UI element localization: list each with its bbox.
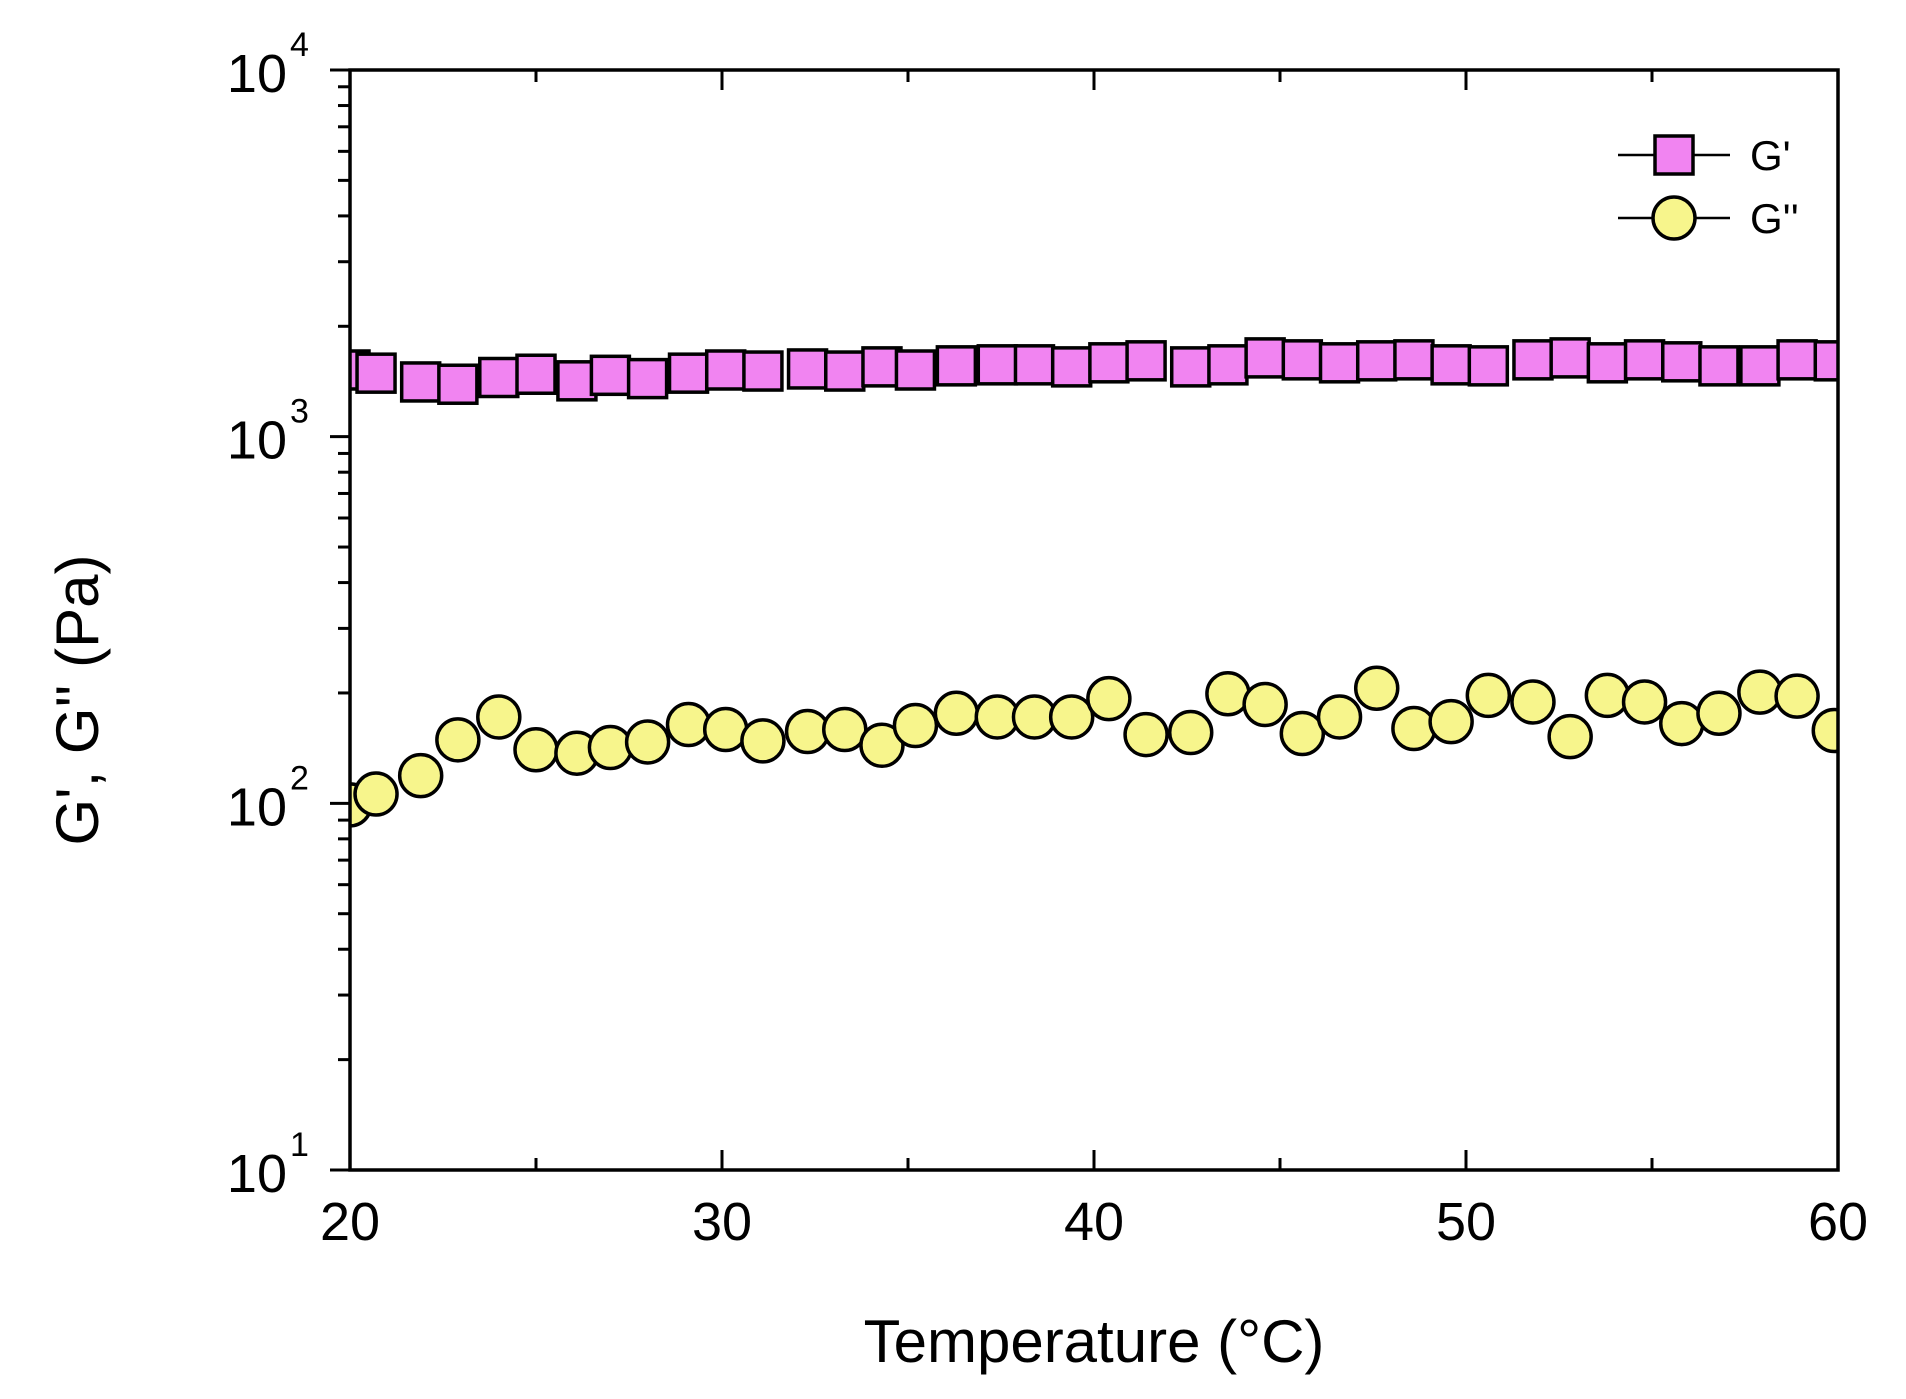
gdoubleprime-point	[1584, 672, 1631, 719]
y-tick-exponent: 2	[290, 759, 309, 797]
gdoubleprime-point	[1316, 694, 1363, 740]
gdoubleprime-point	[1391, 705, 1437, 752]
gprime-point	[1623, 339, 1666, 381]
gdoubleprime-point	[933, 690, 980, 737]
gdoubleprime-point	[353, 771, 399, 817]
y-tick-exponent: 3	[290, 393, 309, 431]
gprime-point	[1088, 342, 1130, 384]
y-tick-label: 10	[227, 411, 287, 471]
gprime-point	[704, 349, 747, 391]
gprime-point	[1393, 339, 1435, 381]
gprime-point	[935, 345, 978, 387]
gprime-point	[1355, 340, 1398, 382]
gdoubleprime-point	[1547, 713, 1593, 760]
gprime-point	[1549, 337, 1591, 379]
legend-marker-circle	[1651, 195, 1697, 241]
gprime-point	[1467, 345, 1510, 387]
legend-item: G'	[1618, 132, 1791, 179]
gdoubleprime-point	[1242, 681, 1288, 728]
gprime-point	[1776, 339, 1818, 381]
y-tick-label: 10	[227, 777, 287, 837]
gdoubleprime-point	[892, 702, 939, 749]
legend-marker-square	[1653, 134, 1695, 176]
x-tick-label: 60	[1808, 1192, 1868, 1252]
gprime-point	[1698, 345, 1740, 387]
gdoubleprime-point	[1086, 675, 1132, 722]
gprime-point	[1207, 344, 1249, 386]
y-axis-title: G', G'' (Pa)	[44, 554, 111, 845]
gprime-point	[667, 352, 710, 394]
gdoubleprime-point	[859, 722, 905, 769]
legend-label: G''	[1750, 195, 1799, 242]
gprime-point	[1586, 342, 1629, 384]
x-tick-label: 40	[1064, 1192, 1124, 1252]
gdoubleprime-point	[435, 717, 481, 763]
gdoubleprime-point	[513, 727, 559, 773]
gdoubleprime-point	[1774, 673, 1820, 719]
gprime-point	[894, 349, 937, 391]
gprime-point	[1512, 339, 1554, 381]
gdoubleprime-point	[1167, 709, 1214, 756]
gdoubleprime-point	[1279, 710, 1326, 757]
gprime-point	[786, 348, 829, 390]
gdoubleprime-point	[1811, 707, 1838, 754]
gprime-point	[1661, 341, 1703, 383]
legend-label: G'	[1750, 132, 1791, 179]
gdoubleprime-point	[1621, 679, 1668, 725]
gdoubleprime-point	[665, 701, 712, 748]
gdoubleprime-point	[624, 719, 671, 765]
gprime-point	[626, 357, 669, 400]
gprime-point	[355, 352, 397, 394]
gdoubleprime-point	[1048, 694, 1095, 740]
y-tick-label: 10	[227, 1144, 287, 1204]
legend: G' G''	[1618, 132, 1799, 242]
gprime-point	[1813, 340, 1838, 382]
gprime-point	[824, 350, 866, 392]
gprime-point	[437, 363, 479, 405]
gdoubleprime-point	[1123, 711, 1169, 758]
gprime-point	[1013, 344, 1056, 386]
gprime-point	[1169, 346, 1212, 388]
gdoubleprime-point	[740, 718, 786, 764]
gdoubleprime-point	[1205, 671, 1251, 717]
gdoubleprime-point	[1465, 672, 1512, 719]
x-tick-label: 30	[692, 1192, 752, 1252]
gdoubleprime-point	[1737, 669, 1783, 715]
gdoubleprime-point	[1510, 679, 1556, 725]
gprime-point	[1281, 339, 1324, 381]
gdoubleprime-point	[1696, 690, 1742, 737]
gdoubleprime-point	[1428, 698, 1474, 745]
x-axis-title: Temperature (°C)	[864, 1308, 1325, 1375]
gprime-point	[399, 361, 442, 403]
y-tick-exponent: 1	[290, 1126, 309, 1164]
gprime-point	[589, 354, 632, 397]
gprime-point	[1125, 340, 1167, 382]
gdoubleprime-point	[1353, 665, 1400, 711]
gprime-point	[976, 344, 1019, 386]
y-tick-exponent: 4	[290, 26, 309, 64]
x-tick-label: 20	[320, 1192, 380, 1252]
gprime-point	[1244, 337, 1286, 379]
gdoubleprime-point	[1659, 700, 1705, 747]
gdoubleprime-point	[476, 694, 522, 740]
gdoubleprime-point	[397, 752, 444, 799]
gprime-point	[1430, 344, 1472, 386]
gprime-point	[1739, 345, 1781, 387]
legend-item: G''	[1618, 195, 1799, 242]
gprime-point	[1050, 346, 1093, 388]
gprime-point	[742, 350, 784, 392]
y-tick-label: 10	[227, 44, 287, 104]
gprime-point	[478, 356, 520, 399]
gprime-point	[515, 353, 557, 395]
gdoubleprime-point	[587, 724, 634, 771]
gprime-point	[1318, 342, 1361, 384]
plot-frame	[348, 68, 1840, 1172]
x-tick-label: 50	[1436, 1192, 1496, 1252]
